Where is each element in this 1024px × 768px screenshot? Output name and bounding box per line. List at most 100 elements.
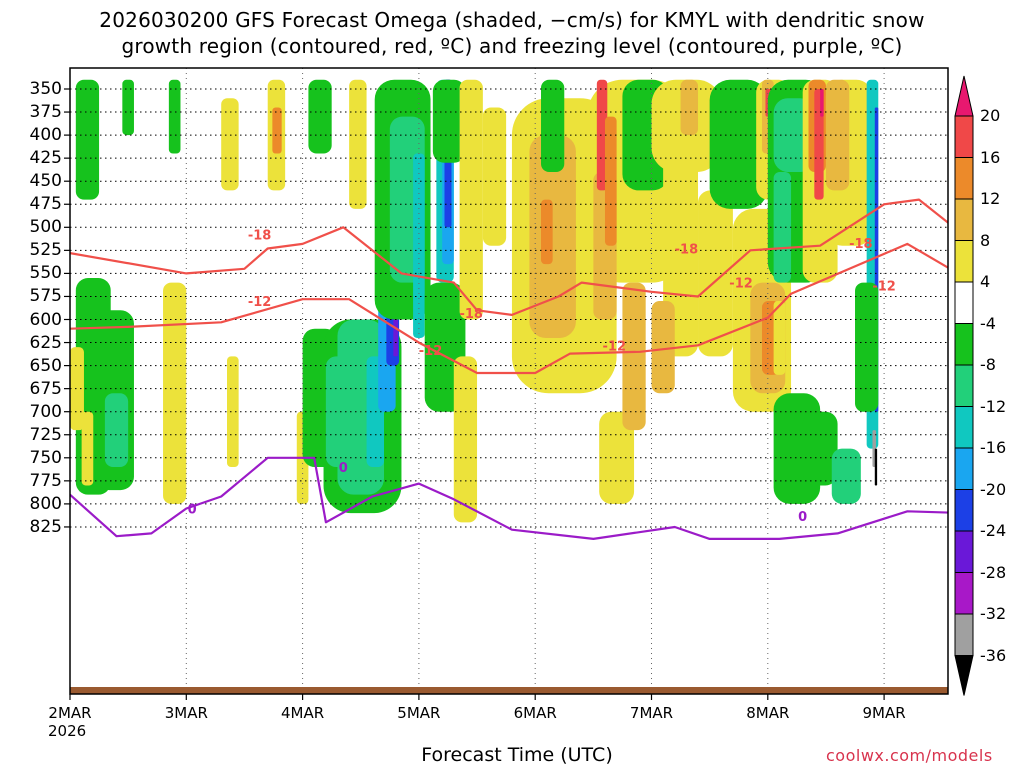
x-axis-title: Forecast Time (UTC) <box>421 744 613 766</box>
x-tick-label-9MAR: 9MAR <box>862 704 906 722</box>
y-tick-label-500: 500 <box>29 217 62 238</box>
omega-shade-74 <box>802 411 838 486</box>
plot-frame <box>69 67 949 695</box>
colorbar-top-arrow <box>954 75 974 117</box>
colorbar-label: -8 <box>980 355 996 374</box>
omega-shade-3 <box>104 393 129 468</box>
colorbar-label: -32 <box>980 604 1007 623</box>
y-tick-label-725: 725 <box>29 424 62 445</box>
dgz-contour-label: -12 <box>419 344 443 359</box>
y-tick-label-400: 400 <box>29 125 62 146</box>
colorbar-label: -12 <box>980 396 1007 416</box>
omega-shade-11 <box>227 356 239 468</box>
dgz-contour-label: -18 <box>675 243 699 258</box>
omega-shade-50 <box>651 301 675 394</box>
omega-shade-7 <box>70 347 84 431</box>
omega-shade-39 <box>541 199 553 265</box>
colorbar-segment-11 <box>954 530 974 573</box>
y-tick-label-600: 600 <box>29 309 62 330</box>
dgz-contour-label: -18 <box>849 237 873 252</box>
omega-shade-76 <box>855 282 879 412</box>
colorbar-label: 4 <box>980 272 991 291</box>
colorbar-label: -36 <box>980 645 1007 665</box>
omega-shade-68 <box>825 79 850 191</box>
chart-title-line2: growth region (contoured, red, ºC) and f… <box>121 34 903 58</box>
dgz-contour-minus12 <box>70 242 948 375</box>
y-tick-label-375: 375 <box>29 102 62 123</box>
dgz-contour-label: -12 <box>872 279 896 294</box>
colorbar-label: -24 <box>980 521 1007 540</box>
x-tick-label-8MAR: 8MAR <box>746 704 790 722</box>
y-tick-label-825: 825 <box>29 516 62 537</box>
omega-shade-32 <box>432 79 466 163</box>
y-tick-label-575: 575 <box>29 286 62 307</box>
omega-shade-72 <box>874 448 878 486</box>
x-tick-label-2MAR: 2MAR <box>48 704 92 722</box>
omega-shade-62 <box>773 171 792 283</box>
colorbar-segment-10 <box>954 489 974 532</box>
colorbar-segment-3 <box>954 198 974 241</box>
y-tick-label-425: 425 <box>29 148 62 169</box>
omega-shade-35 <box>482 107 507 246</box>
colorbar-segment-13 <box>954 613 974 656</box>
y-tick-label-800: 800 <box>29 493 62 514</box>
freezing-contour-label: 0 <box>188 503 197 518</box>
colorbar-label: 8 <box>980 230 991 250</box>
omega-shade-4 <box>75 79 100 200</box>
colorbar-segment-5 <box>954 281 974 324</box>
omega-shade-44 <box>596 79 608 191</box>
colorbar-label: -20 <box>980 479 1007 499</box>
dgz-contour-label: -18 <box>248 229 272 244</box>
y-tick-label-475: 475 <box>29 194 62 215</box>
omega-shade-52 <box>680 79 699 136</box>
colorbar-label: 16 <box>980 147 1001 167</box>
colorbar-label: -28 <box>980 562 1007 582</box>
y-tick-label-550: 550 <box>29 263 62 284</box>
credit-link[interactable]: coolwx.com/models <box>826 746 993 765</box>
colorbar-segment-12 <box>954 572 974 615</box>
x-tick-label-5MAR: 5MAR <box>397 704 441 722</box>
omega-shade-33 <box>349 79 367 209</box>
omega-shade-75 <box>831 448 861 504</box>
terrain-surface <box>70 687 948 694</box>
chart-title-line1: 2026030200 GFS Forecast Omega (shaded, −… <box>99 8 925 32</box>
freezing-contour-label: 0 <box>798 510 807 525</box>
colorbar-segment-6 <box>954 323 974 366</box>
omega-shade-53 <box>709 79 768 209</box>
x-tick-label-4MAR: 4MAR <box>281 704 325 722</box>
y-tick-label-775: 775 <box>29 470 62 491</box>
omega-shade-8 <box>81 411 94 486</box>
omega-shade-9 <box>163 282 187 504</box>
omega-shade-34 <box>459 79 483 320</box>
omega-shade-36 <box>453 356 478 523</box>
omega-shade-65 <box>814 89 824 200</box>
colorbar-segment-8 <box>954 406 974 449</box>
x-tick-label-3MAR: 3MAR <box>164 704 208 722</box>
freezing-contour-label: 0 <box>339 461 348 476</box>
dgz-contour-label: -12 <box>248 295 272 310</box>
omega-shade-10 <box>221 98 239 191</box>
colorbar-segment-4 <box>954 240 974 283</box>
x-tick-label-6MAR: 6MAR <box>513 704 557 722</box>
colorbar-label: -16 <box>980 438 1007 457</box>
omega-shade-41 <box>541 79 565 172</box>
omega-shade-66 <box>820 89 824 117</box>
omega-shade-46 <box>622 282 646 431</box>
freezing-level-contour-0 <box>70 456 948 540</box>
omega-shade-6 <box>168 79 181 154</box>
colorbar-segment-1 <box>954 115 974 158</box>
y-tick-label-525: 525 <box>29 240 62 261</box>
omega-shade-14 <box>272 107 282 154</box>
y-tick-label-750: 750 <box>29 447 62 468</box>
omega-shade-23 <box>308 79 332 154</box>
y-tick-label-675: 675 <box>29 378 62 399</box>
omega-shade-5 <box>122 79 134 136</box>
colorbar-segment-2 <box>954 157 974 200</box>
dgz-contour-minus18 <box>70 198 948 316</box>
omega-shade-77 <box>773 301 786 375</box>
dgz-contour-label: -12 <box>729 277 753 292</box>
colorbar-bottom-arrow <box>954 655 974 696</box>
colorbar-segment-7 <box>954 364 974 407</box>
x-year-label: 2026 <box>48 722 87 740</box>
